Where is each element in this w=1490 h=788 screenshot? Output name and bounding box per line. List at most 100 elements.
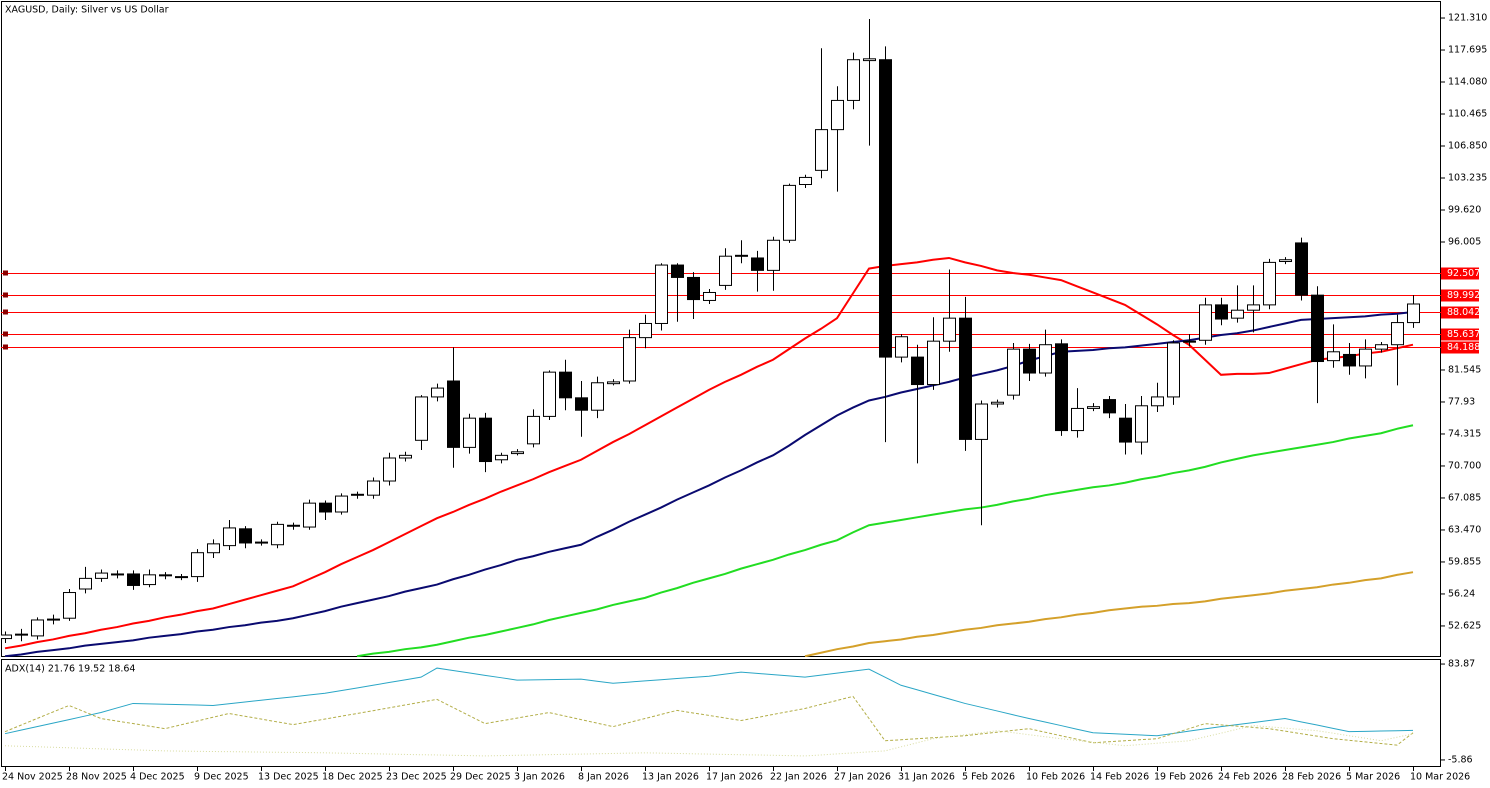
candle-body [1119,417,1132,443]
x-tick-label: 14 Feb 2026 [1090,772,1149,783]
x-tick-label: 22 Jan 2026 [770,772,827,783]
candle-body [879,59,892,358]
candle-body [1039,344,1052,374]
candle-body [1247,304,1260,311]
x-tick-label: 9 Dec 2025 [194,772,249,783]
x-tick-label: 23 Dec 2025 [386,772,447,783]
candle-body [1023,348,1036,374]
candle-body [847,59,860,101]
candle-body [815,129,828,171]
y-tick-label: 74.315 [1448,428,1481,439]
x-tick-label: 13 Dec 2025 [258,772,319,783]
candle-body [79,577,92,590]
y-tick-label: 52.625 [1448,620,1481,631]
candle-body [559,371,572,399]
y-tick-label: 114.080 [1448,77,1487,88]
x-tick-label: 24 Nov 2025 [2,772,63,783]
level-label-box [1441,328,1479,341]
candle-body [991,401,1004,405]
candle-body [1183,340,1196,343]
candle-body [655,264,668,324]
level-label: 84.188 [1447,342,1480,353]
level-label: 88.042 [1447,307,1480,318]
y-tick-label: 103.235 [1448,173,1487,184]
candle-body [1279,259,1292,263]
x-tick-label: 18 Dec 2025 [322,772,383,783]
candle-body [1295,242,1308,296]
x-tick-label: 24 Feb 2026 [1218,772,1277,783]
level-label-box [1441,306,1479,319]
candle-body [495,454,508,461]
y-tick-label: 106.850 [1448,141,1487,152]
candle-body [959,317,972,440]
candle-body [1231,309,1244,319]
candle-body [223,527,236,547]
x-tick-label: 19 Feb 2026 [1154,772,1213,783]
y-tick-label: 67.085 [1448,492,1481,503]
line-series [4,725,1414,757]
candle-body [863,58,876,62]
candle-body [383,457,396,482]
candle-body [575,397,588,411]
candle-body [719,255,732,286]
candle-body [687,276,700,301]
line-series [4,310,1414,657]
candle-body [1215,304,1228,320]
x-tick-label: 10 Feb 2026 [1026,772,1085,783]
candle-body [399,454,412,459]
level-marker [3,292,8,298]
chart-title: XAGUSD, Daily: Silver vs US Dollar [5,5,169,16]
adx-panel [1,659,1441,767]
x-tick-label: 8 Jan 2026 [578,772,629,783]
candle-body [159,574,172,577]
candle-body [927,340,940,386]
candle-body [1087,406,1100,409]
y-tick-label: 70.700 [1448,460,1481,471]
candle-body [319,502,332,513]
candle-body [895,336,908,358]
candle-body [591,382,604,411]
candle-body [975,403,988,440]
candle-body [1071,407,1084,432]
x-tick-label: 5 Feb 2026 [962,772,1015,783]
candle-body [1,634,12,640]
candle-body [527,415,540,445]
candle-body [191,552,204,578]
candle-body [31,619,44,637]
candle-body [351,493,364,496]
x-tick-label: 29 Dec 2025 [450,772,511,783]
line-series [4,667,1414,737]
level-label-box [1441,341,1479,354]
candle-body [1327,351,1340,362]
candle-body [479,417,492,463]
candle-body [15,633,28,636]
level-label-box [1441,289,1479,302]
main-panel [1,1,1441,657]
y-tick-label: 110.465 [1448,109,1487,120]
y-tick-label: 96.005 [1448,236,1481,247]
candle-body [47,618,60,621]
candle-body [1407,303,1420,324]
candle-body [1343,353,1356,367]
line-series [4,256,1414,650]
candle-body [1311,294,1324,363]
candle-body [367,480,380,496]
candle-body [671,264,684,278]
x-tick-label: 27 Jan 2026 [834,772,891,783]
candle-body [111,573,124,576]
candle-body [511,451,524,455]
adx-plot [4,667,1414,757]
candle-body [639,322,652,339]
level-marker [3,309,8,315]
candle-body [943,317,956,342]
candle-body [831,99,844,131]
candle-body [127,573,140,586]
candle-body [623,337,636,382]
candle-body [1391,322,1404,346]
candle-body [1103,399,1116,414]
level-label: 89.992 [1447,290,1480,301]
axes: 121.310 117.695 114.080 110.465 106.850 103.2… [2,13,1487,783]
y-tick-label: 59.855 [1448,556,1481,567]
